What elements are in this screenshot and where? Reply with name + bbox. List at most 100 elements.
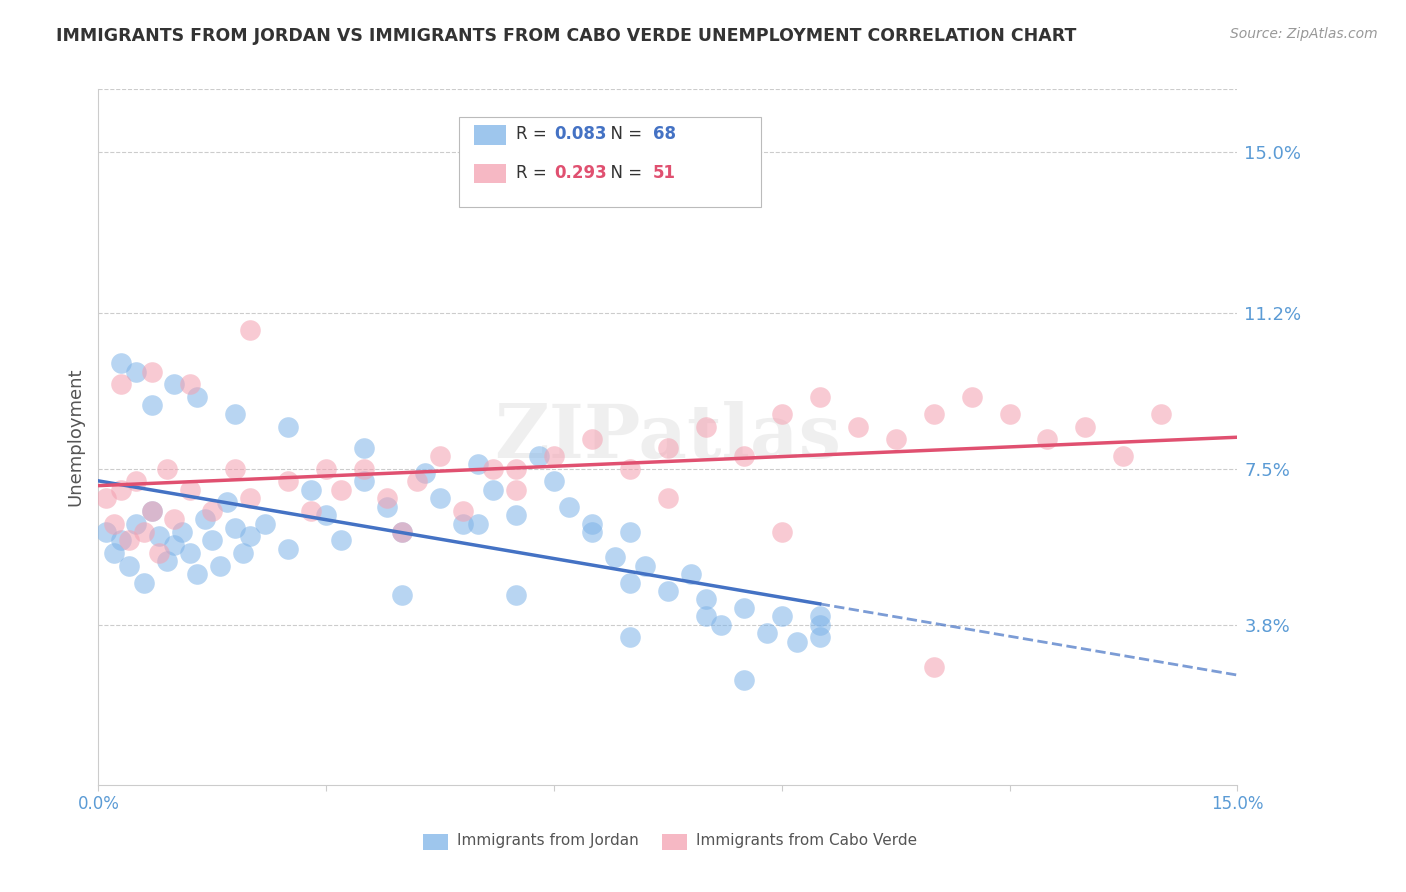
Point (110, 483, 132, 497)
Point (125, 475, 148, 489)
Point (505, 483, 527, 497)
Point (482, 461, 505, 475)
Point (505, 461, 527, 475)
Point (634, 558, 657, 573)
Point (353, 461, 375, 475)
Point (239, 491, 262, 506)
Bar (474, 126, 506, 145)
Point (695, 609, 717, 624)
Point (679, 567, 702, 582)
Point (884, 432, 907, 446)
Point (786, 634, 808, 648)
Point (406, 475, 429, 489)
Point (141, 365, 163, 379)
Text: Immigrants from Jordan: Immigrants from Jordan (457, 833, 638, 848)
Point (132, 575, 155, 590)
Point (103, 546, 125, 560)
Point (846, 419, 869, 434)
Text: Immigrants from Cabo Verde: Immigrants from Cabo Verde (696, 833, 918, 848)
Point (163, 512, 186, 526)
Point (132, 524, 155, 539)
Point (657, 491, 679, 506)
Point (733, 600, 755, 615)
Point (353, 475, 375, 489)
Point (299, 504, 322, 518)
Point (998, 407, 1021, 421)
Point (922, 660, 945, 674)
Point (770, 609, 793, 624)
Point (1150, 407, 1173, 421)
Point (277, 419, 299, 434)
Point (391, 588, 413, 602)
Point (391, 524, 413, 539)
Point (657, 584, 679, 599)
Point (808, 631, 831, 645)
Point (217, 495, 239, 509)
Text: Source: ZipAtlas.com: Source: ZipAtlas.com (1230, 27, 1378, 41)
Point (619, 524, 641, 539)
Point (467, 458, 489, 472)
Text: R =: R = (516, 164, 553, 182)
Point (482, 483, 505, 497)
Point (375, 500, 398, 514)
Point (808, 390, 831, 404)
Text: N =: N = (599, 164, 647, 182)
Y-axis label: Unemployment: Unemployment (66, 368, 84, 507)
Point (201, 504, 224, 518)
Point (118, 558, 141, 573)
Point (770, 524, 793, 539)
Point (315, 461, 337, 475)
Point (141, 504, 163, 518)
Point (505, 508, 527, 522)
Point (922, 407, 945, 421)
Text: R =: R = (516, 126, 553, 144)
Point (141, 399, 163, 413)
Point (619, 631, 641, 645)
Point (156, 461, 179, 475)
Point (277, 475, 299, 489)
Point (163, 538, 186, 552)
Point (1112, 449, 1135, 463)
Point (413, 466, 436, 480)
Point (179, 483, 201, 497)
Point (527, 449, 550, 463)
Point (224, 521, 246, 535)
Point (141, 504, 163, 518)
Point (770, 407, 793, 421)
Text: 0.293: 0.293 (554, 164, 607, 182)
Point (543, 475, 565, 489)
Point (239, 322, 262, 336)
Point (808, 609, 831, 624)
Point (960, 390, 983, 404)
Point (163, 377, 186, 392)
Point (733, 449, 755, 463)
Point (467, 516, 489, 531)
Text: ZIPatlas: ZIPatlas (495, 401, 841, 474)
Point (103, 516, 125, 531)
Point (429, 449, 451, 463)
Point (110, 377, 132, 392)
Point (1074, 419, 1097, 434)
Point (710, 617, 733, 632)
Point (94, 491, 117, 506)
Point (619, 461, 641, 475)
Text: 51: 51 (652, 164, 676, 182)
Point (224, 461, 246, 475)
Point (558, 500, 581, 514)
Point (505, 588, 527, 602)
Point (808, 617, 831, 632)
Point (148, 546, 170, 560)
Point (254, 516, 277, 531)
Point (657, 441, 679, 455)
Text: IMMIGRANTS FROM JORDAN VS IMMIGRANTS FROM CABO VERDE UNEMPLOYMENT CORRELATION CH: IMMIGRANTS FROM JORDAN VS IMMIGRANTS FRO… (56, 27, 1077, 45)
Point (125, 516, 148, 531)
Point (186, 390, 208, 404)
Text: 68: 68 (652, 126, 676, 144)
Point (1036, 432, 1059, 446)
Point (391, 524, 413, 539)
Point (375, 491, 398, 506)
Point (695, 419, 717, 434)
Point (208, 558, 231, 573)
Bar (662, 834, 688, 850)
Point (581, 524, 603, 539)
